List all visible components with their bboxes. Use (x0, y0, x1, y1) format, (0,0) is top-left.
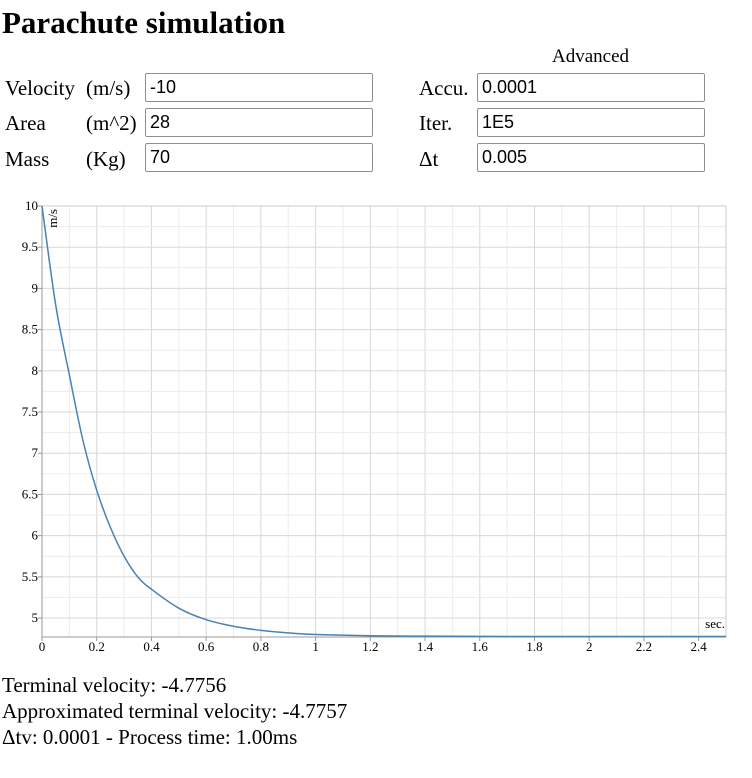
x-tick-label: 0 (39, 639, 46, 654)
x-tick-label: 2 (586, 639, 593, 654)
iterations-input[interactable] (477, 108, 705, 137)
x-tick-label: 0.4 (143, 639, 160, 654)
iterations-label: Iter. (419, 111, 453, 135)
x-tick-label: 1 (312, 639, 319, 654)
y-tick-label: 9.5 (22, 239, 38, 254)
x-tick-label: 1.6 (472, 639, 489, 654)
results-panel: Terminal velocity: -4.7756 Approximated … (2, 672, 347, 750)
terminal-velocity-text: Terminal velocity: -4.7756 (2, 673, 227, 697)
page-title: Parachute simulation (2, 5, 286, 40)
area-unit: (m^2) (86, 111, 137, 135)
chart-ticks: 0 0.2 0.4 0.6 0.8 1 1.2 1.4 1.6 1.8 2 2.2 2.4 5 5.5 6 6.… (22, 198, 708, 654)
x-tick-label: 0.8 (253, 639, 269, 654)
x-tick-label: 2.4 (691, 639, 708, 654)
y-axis-label: m/s (45, 209, 60, 228)
timestep-label: Δt (419, 147, 439, 171)
x-tick-label: 1.2 (362, 639, 378, 654)
advanced-label: Advanced (552, 46, 630, 67)
velocity-unit: (m/s) (86, 76, 131, 100)
y-tick-label: 6.5 (22, 486, 38, 501)
y-tick-label: 7 (32, 445, 39, 460)
x-tick-label: 0.6 (198, 639, 215, 654)
y-tick-label: 5.5 (22, 569, 38, 584)
x-axis-label: sec. (705, 616, 725, 631)
velocity-chart: 0 0.2 0.4 0.6 0.8 1 1.2 1.4 1.6 1.8 2 2.2 2.4 5 5.5 6 6.… (22, 198, 727, 654)
mass-unit: (Kg) (86, 147, 126, 171)
y-tick-label: 8 (32, 363, 39, 378)
chart-axes (41, 205, 727, 638)
mass-input[interactable] (145, 143, 373, 172)
mass-label: Mass (5, 147, 50, 171)
y-tick-label: 5 (32, 610, 39, 625)
x-tick-label: 0.2 (89, 639, 105, 654)
y-tick-label: 8.5 (22, 322, 38, 337)
accuracy-label: Accu. (419, 76, 469, 100)
velocity-label: Velocity (5, 76, 75, 100)
chart-grid (41, 205, 727, 637)
x-tick-label: 2.2 (636, 639, 652, 654)
y-tick-label: 7.5 (22, 404, 38, 419)
y-tick-label: 6 (32, 528, 39, 543)
process-stats-text: Δtv: 0.0001 - Process time: 1.00ms (2, 725, 298, 749)
x-tick-label: 1.8 (526, 639, 542, 654)
area-label: Area (5, 111, 46, 135)
y-tick-label: 9 (32, 280, 39, 295)
x-tick-label: 1.4 (417, 639, 434, 654)
velocity-series-line (41, 205, 726, 638)
approximated-terminal-velocity-text: Approximated terminal velocity: -4.7757 (2, 699, 348, 723)
area-input[interactable] (145, 108, 373, 137)
y-tick-label: 10 (25, 198, 38, 213)
velocity-input[interactable] (145, 73, 373, 102)
timestep-input[interactable] (477, 143, 705, 172)
accuracy-input[interactable] (477, 73, 705, 102)
